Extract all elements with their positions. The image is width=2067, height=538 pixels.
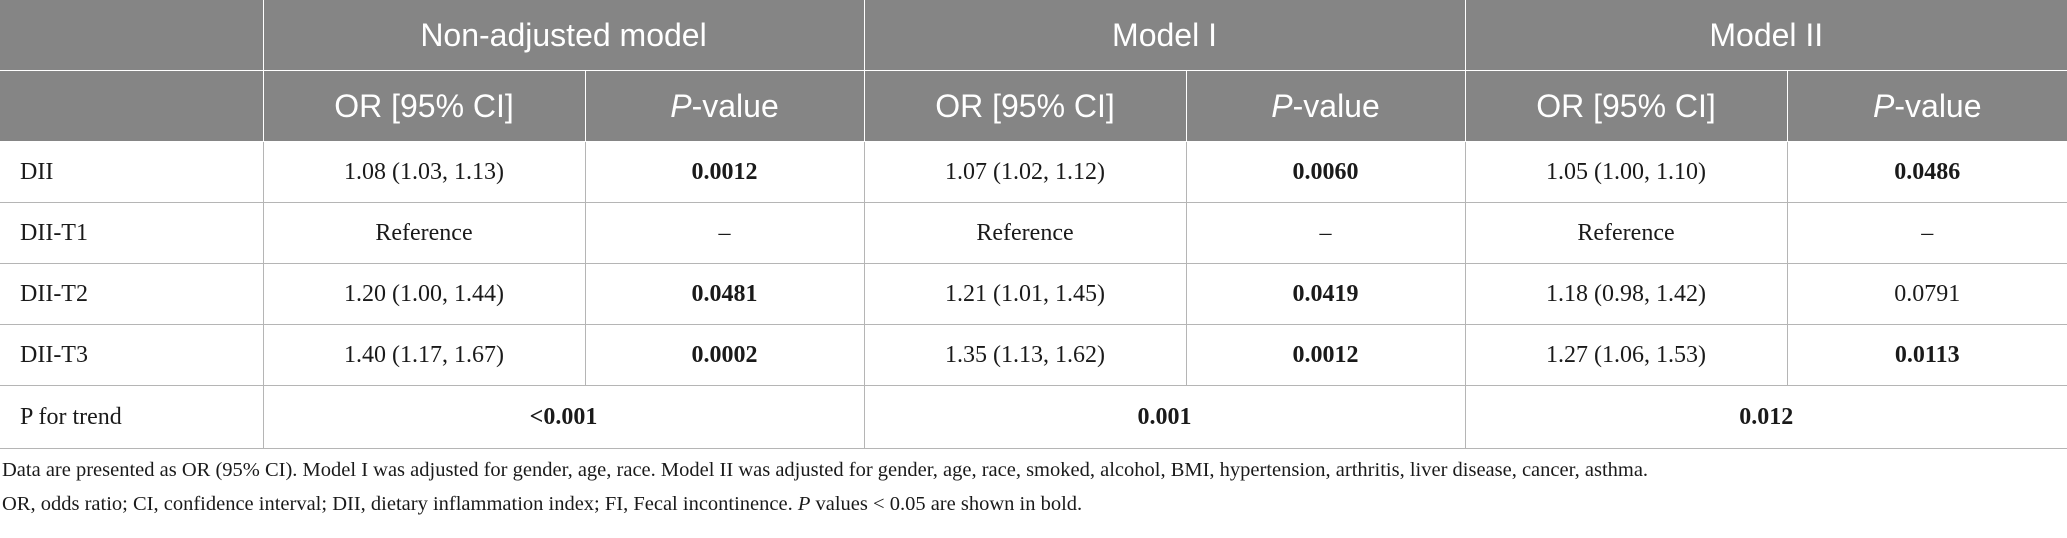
p-value-cell: 0.0486 <box>1786 141 2067 203</box>
trend-value-non-adjusted: <0.001 <box>262 385 865 449</box>
footnote-text-a: OR, odds ratio; CI, confidence interval;… <box>2 493 798 515</box>
p-value-cell: 0.0419 <box>1185 263 1466 325</box>
group-header-model-ii: Model II <box>1464 0 2067 71</box>
p-value-cell: – <box>584 202 865 264</box>
column-header-or: OR [95% CI] <box>262 70 586 142</box>
or-ci-cell: Reference <box>1464 202 1788 264</box>
or-ci-cell: 1.21 (1.01, 1.45) <box>863 263 1187 325</box>
group-header-non-adjusted: Non-adjusted model <box>262 0 865 71</box>
trend-value-model-ii: 0.012 <box>1464 385 2067 449</box>
header-blank-cell <box>0 0 264 71</box>
table-header: Non-adjusted model Model I Model II OR [… <box>0 0 2067 142</box>
p-value-cell: 0.0791 <box>1786 263 2067 325</box>
footnote-p-italic: P <box>797 493 811 515</box>
column-header-or: OR [95% CI] <box>1464 70 1788 142</box>
header-row-groups: Non-adjusted model Model I Model II <box>0 0 2067 71</box>
p-value-cell: – <box>1185 202 1466 264</box>
table-body: DII 1.08 (1.03, 1.13) 0.0012 1.07 (1.02, 1.… <box>0 141 2067 449</box>
header-row-columns: OR [95% CI] P-value OR [95% CI] P-value … <box>0 70 2067 142</box>
table-footnote: Data are presented as OR (95% CI). Model… <box>2 453 2064 521</box>
or-ci-cell: 1.27 (1.06, 1.53) <box>1464 324 1788 386</box>
or-ci-cell: 1.40 (1.17, 1.67) <box>262 324 586 386</box>
footnote-line-2: OR, odds ratio; CI, confidence interval;… <box>2 487 2064 521</box>
trend-value-model-i: 0.001 <box>863 385 1466 449</box>
table-row: DII-T1 Reference – Reference – Reference – <box>0 202 2067 264</box>
or-ci-cell: 1.18 (0.98, 1.42) <box>1464 263 1788 325</box>
column-header-or: OR [95% CI] <box>863 70 1187 142</box>
or-ci-cell: 1.07 (1.02, 1.12) <box>863 141 1187 203</box>
results-table: Non-adjusted model Model I Model II OR [… <box>0 0 2067 449</box>
row-label: DII-T2 <box>0 263 264 325</box>
column-header-p-value: P-value <box>1185 70 1466 142</box>
p-value-cell: 0.0012 <box>1185 324 1466 386</box>
trend-row: P for trend <0.001 0.001 0.012 <box>0 385 2067 449</box>
row-label: DII-T1 <box>0 202 264 264</box>
p-value-suffix: -value <box>691 87 779 124</box>
p-value-cell: 0.0002 <box>584 324 865 386</box>
p-value-cell: 0.0113 <box>1786 324 2067 386</box>
p-value-suffix: -value <box>1894 87 1982 124</box>
group-header-model-i: Model I <box>863 0 1466 71</box>
or-ci-cell: 1.05 (1.00, 1.10) <box>1464 141 1788 203</box>
table-row: DII 1.08 (1.03, 1.13) 0.0012 1.07 (1.02, 1.… <box>0 141 2067 203</box>
p-value-suffix: -value <box>1292 87 1380 124</box>
p-value-cell: 0.0012 <box>584 141 865 203</box>
p-italic: P <box>1271 87 1293 124</box>
or-ci-cell: 1.20 (1.00, 1.44) <box>262 263 586 325</box>
p-value-cell: – <box>1786 202 2067 264</box>
or-ci-cell: Reference <box>863 202 1187 264</box>
or-ci-cell: Reference <box>262 202 586 264</box>
row-label: DII-T3 <box>0 324 264 386</box>
p-value-cell: 0.0481 <box>584 263 865 325</box>
table-row: DII-T2 1.20 (1.00, 1.44) 0.0481 1.21 (1.01,… <box>0 263 2067 325</box>
or-ci-cell: 1.08 (1.03, 1.13) <box>262 141 586 203</box>
p-value-cell: 0.0060 <box>1185 141 1466 203</box>
table-row: DII-T3 1.40 (1.17, 1.67) 0.0002 1.35 (1.13,… <box>0 324 2067 386</box>
footnote-line-1: Data are presented as OR (95% CI). Model… <box>2 459 1649 481</box>
or-ci-cell: 1.35 (1.13, 1.62) <box>863 324 1187 386</box>
footnote-text-b: values < 0.05 are shown in bold. <box>810 493 1083 515</box>
row-label: P for trend <box>0 385 264 449</box>
p-italic: P <box>670 87 692 124</box>
p-italic: P <box>1873 87 1895 124</box>
header-blank-cell <box>0 70 264 142</box>
column-header-p-value: P-value <box>584 70 865 142</box>
row-label: DII <box>0 141 264 203</box>
column-header-p-value: P-value <box>1786 70 2067 142</box>
